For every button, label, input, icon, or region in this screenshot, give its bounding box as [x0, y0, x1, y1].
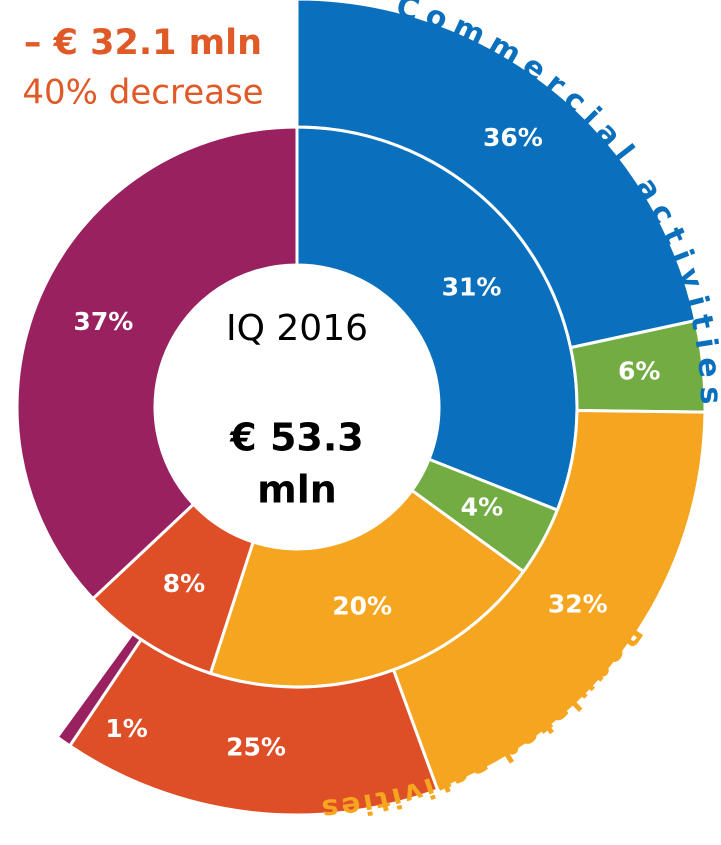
value-label: 37% [73, 307, 133, 336]
rings [15, 0, 707, 817]
value-label: 32% [548, 590, 608, 619]
value-label: 31% [442, 272, 502, 301]
center-value: mln [257, 468, 337, 512]
annotation: 40% decrease [22, 73, 263, 113]
ring-segment [55, 631, 144, 748]
value-label: 25% [226, 733, 286, 762]
donut-hole [155, 265, 439, 549]
ring-segment [295, 0, 698, 350]
center-value: € 53.3 [229, 416, 363, 460]
annotation: – € 32.1 mln [24, 23, 262, 63]
value-label: 8% [163, 569, 205, 598]
center-label: IQ 2016 [226, 308, 368, 349]
value-label: 1% [105, 714, 147, 743]
ring-segment [391, 408, 707, 792]
value-label: 4% [461, 493, 503, 522]
value-label: 36% [483, 123, 543, 152]
value-label: 20% [332, 592, 392, 621]
value-label: 6% [618, 356, 660, 385]
